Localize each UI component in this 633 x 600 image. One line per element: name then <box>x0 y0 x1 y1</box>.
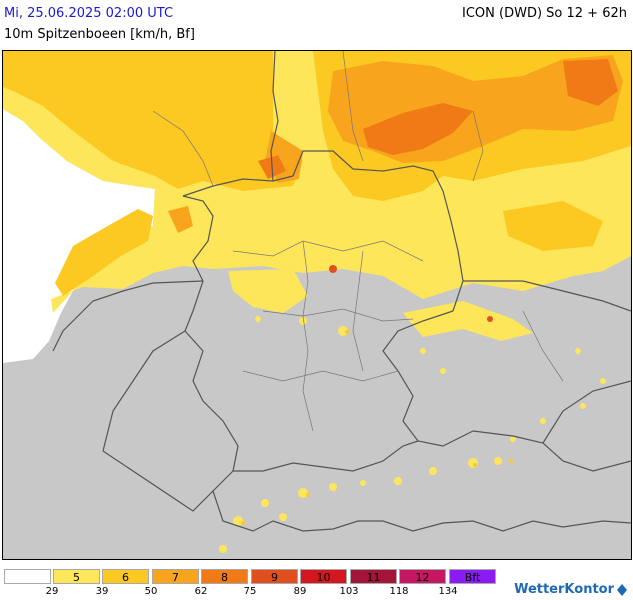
model-run-label: ICON (DWD) So 12 + 62h <box>462 6 627 21</box>
legend-threshold: 103 <box>339 586 359 597</box>
legend-threshold: 29 <box>45 586 59 597</box>
legend-class-bft7: 7 <box>152 569 199 584</box>
country-borders <box>52 51 631 532</box>
state-borders <box>152 51 564 432</box>
legend-class-bft10: 10 <box>300 569 347 584</box>
legend-threshold: 89 <box>293 586 307 597</box>
legend-class-bft12: 12 <box>399 569 446 584</box>
gust-area-bft5-south <box>228 269 308 313</box>
legend-class-calm <box>4 569 51 584</box>
legend-class-bft6: 6 <box>102 569 149 584</box>
gust-area-bft7-netherlands <box>168 206 193 233</box>
gust-cells-south <box>219 316 606 553</box>
logo-text: WetterKontor <box>514 582 614 597</box>
gust-map-svg <box>3 51 631 559</box>
gust-area-bft8-baltic <box>363 103 473 155</box>
legend-class-bft-unit: Bft <box>449 569 496 584</box>
gust-area-bft6-channel <box>55 209 153 296</box>
legend-threshold: 62 <box>194 586 208 597</box>
gust-spot-bft9-sudetes <box>487 316 493 322</box>
legend-class-bft8: 8 <box>201 569 248 584</box>
legend-class-bft9: 9 <box>251 569 298 584</box>
legend-class-bft11: 11 <box>350 569 397 584</box>
gust-legend: 5 6 7 8 9 10 11 12 Bft <box>4 569 500 585</box>
legend-threshold: 50 <box>144 586 158 597</box>
legend-threshold: 39 <box>95 586 109 597</box>
wetterkontor-logo[interactable]: WetterKontor <box>514 582 627 597</box>
parameter-title: 10m Spitzenboeen [km/h, Bf] <box>4 27 195 42</box>
sea-calm-area <box>3 109 155 363</box>
valid-time: Mi, 25.06.2025 02:00 UTC <box>4 6 174 21</box>
legend-threshold: 134 <box>438 586 458 597</box>
gust-area-bft6-north-sea <box>3 51 303 191</box>
gust-area-bft8-east <box>563 59 618 106</box>
gust-cells-south-bft6 <box>241 330 513 525</box>
gust-area-bft6-east <box>503 201 603 251</box>
gust-area-bft5-sudetes <box>403 301 533 341</box>
legend-threshold: 75 <box>243 586 257 597</box>
logo-mark-icon <box>617 583 627 596</box>
gust-spot-bft9-harz <box>329 265 337 273</box>
legend-threshold: 118 <box>389 586 409 597</box>
legend-class-bft5: 5 <box>53 569 100 584</box>
gust-map <box>2 50 632 560</box>
